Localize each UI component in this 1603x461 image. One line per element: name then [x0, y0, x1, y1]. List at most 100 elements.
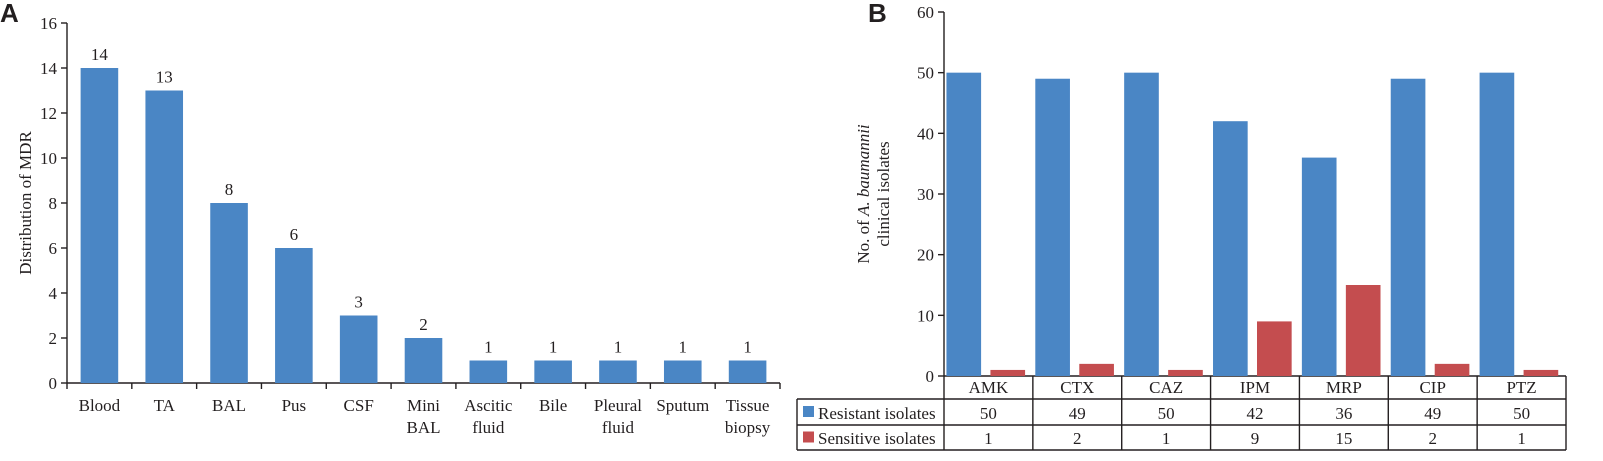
chart-a-bar [599, 360, 637, 383]
chart-b-category-label: PTZ [1506, 378, 1536, 397]
chart-a-data-label: 14 [91, 45, 109, 64]
chart-b-table-value: 2 [1428, 429, 1437, 448]
chart-a-category-label: Pleural [594, 396, 642, 415]
chart-b-table-value: 50 [1158, 404, 1175, 423]
chart-b-y-axis-title-species: A. baumannii [854, 124, 873, 217]
chart-b-bar-sensitive [1256, 321, 1292, 376]
chart-b-y-tick-label: 40 [917, 124, 934, 143]
chart-a-bar [145, 90, 184, 383]
chart-a-y-tick-label: 14 [40, 59, 58, 78]
chart-a-category-label: Pus [282, 396, 307, 415]
chart-b-y-axis-title-line1: No. of A. baumannii [854, 124, 873, 264]
chart-a-data-label: 13 [156, 68, 173, 87]
chart-a-y-tick-label: 12 [40, 104, 57, 123]
chart-b-table-value: 50 [1513, 404, 1530, 423]
chart-a-data-label: 1 [484, 338, 493, 357]
chart-b-table-value: 15 [1335, 429, 1352, 448]
chart-a-bar [210, 203, 248, 383]
chart-b-legend-key-sensitive [803, 431, 814, 443]
chart-a-bar [663, 360, 702, 383]
chart-b-y-tick-label: 30 [917, 185, 934, 204]
chart-b-bar-resistant [1213, 121, 1248, 376]
panel-b-letter: B [868, 0, 887, 28]
chart-b-y-tick-label: 0 [926, 367, 935, 386]
chart-b-y-tick-label: 50 [917, 64, 934, 83]
chart-b-y-tick-label: 10 [917, 306, 934, 325]
chart-b-table-value: 2 [1073, 429, 1082, 448]
chart-b-y-tick-label: 60 [917, 3, 934, 22]
chart-a-category-label: TA [154, 396, 176, 415]
chart-b-bar-resistant [1124, 72, 1159, 377]
chart-a-category-label: fluid [602, 418, 635, 437]
chart-a-y-tick-label: 6 [49, 239, 58, 258]
chart-a-category-label: BAL [407, 418, 441, 437]
chart-a-data-label: 1 [614, 338, 623, 357]
chart-a-y-tick-label: 8 [49, 194, 58, 213]
chart-a-bar [339, 315, 378, 383]
chart-b-bar-sensitive [990, 369, 1026, 376]
chart-b-legend-key-resistant [803, 406, 814, 417]
chart-a-category-label: Mini [407, 396, 440, 415]
chart-b-table-value: 1 [1517, 429, 1526, 448]
chart-b-table-value: 49 [1424, 404, 1441, 423]
chart-a-category-label: Bile [539, 396, 567, 415]
chart-a-data-label: 2 [419, 315, 428, 334]
chart-a-y-tick-label: 2 [49, 329, 58, 348]
chart-b-bar-resistant [1390, 78, 1426, 376]
chart-a-bar [80, 68, 119, 383]
chart-b-table-value: 49 [1069, 404, 1086, 423]
chart-b-table-value: 1 [1162, 429, 1171, 448]
chart-b-category-label: IPM [1240, 378, 1270, 397]
chart-a-category-label: biopsy [725, 418, 771, 437]
chart-b-bar-resistant [1479, 72, 1515, 377]
chart-a-y-tick-label: 0 [49, 374, 58, 393]
chart-b-table-value: 50 [980, 404, 997, 423]
chart-b-bar-sensitive [1523, 369, 1559, 376]
chart-b-table-value: 1 [984, 429, 993, 448]
chart-b-table-value: 9 [1251, 429, 1260, 448]
chart-b-category-label: MRP [1326, 378, 1362, 397]
chart-b-bar-resistant [1035, 78, 1070, 376]
chart-a-category-label: CSF [344, 396, 374, 415]
chart-a-category-label: BAL [212, 396, 246, 415]
chart-a-data-label: 8 [225, 180, 234, 199]
chart-b-bar-sensitive [1434, 363, 1470, 376]
chart-b-category-label: CTX [1060, 378, 1094, 397]
chart-a-data-label: 1 [549, 338, 558, 357]
chart-a-y-axis-title: Distribution of MDR [16, 131, 35, 275]
chart-a-bar [275, 248, 313, 383]
chart-a-bar [404, 338, 443, 383]
chart-a-data-label: 6 [290, 225, 299, 244]
chart-b-y-axis-title-prefix: No. of [854, 216, 873, 264]
chart-a-category-label: fluid [472, 418, 505, 437]
chart-a-category-label: Tissue [726, 396, 770, 415]
chart-a-y-tick-label: 10 [40, 149, 57, 168]
chart-b-category-label: CIP [1419, 378, 1445, 397]
chart-b-legend-label: Resistant isolates [818, 404, 936, 423]
chart-b-bar-sensitive [1079, 363, 1114, 376]
chart-b-category-label: CAZ [1149, 378, 1183, 397]
chart-a-data-label: 1 [743, 338, 752, 357]
chart-b-y-tick-label: 20 [917, 246, 934, 265]
chart-a-data-label: 1 [679, 338, 688, 357]
chart-b-table-value: 42 [1247, 404, 1264, 423]
chart-a-bar [534, 360, 572, 383]
chart-a-y-tick-label: 16 [40, 14, 57, 33]
chart-b-y-axis-title-line2: clinical isolates [874, 141, 893, 246]
chart-b-category-label: AMK [969, 378, 1009, 397]
chart-b-legend-label: Sensitive isolates [818, 429, 936, 448]
chart-a-data-label: 3 [354, 293, 363, 312]
chart-a-category-label: Blood [79, 396, 121, 415]
chart-b-isolates-by-antibiotic: 0 10 20 30 40 50 60 No. of A. baumannii clinical… [796, 3, 1567, 451]
chart-a-bar [469, 360, 508, 383]
chart-b-bar-sensitive [1345, 285, 1381, 376]
chart-b-bar-resistant [946, 72, 982, 377]
chart-a-category-label: Ascitic [464, 396, 513, 415]
chart-b-table-value: 36 [1335, 404, 1352, 423]
chart-b-bar-resistant [1301, 157, 1337, 376]
chart-a-bar [728, 360, 767, 383]
chart-a-y-tick-label: 4 [49, 284, 58, 303]
panel-a-letter: A [0, 0, 19, 28]
